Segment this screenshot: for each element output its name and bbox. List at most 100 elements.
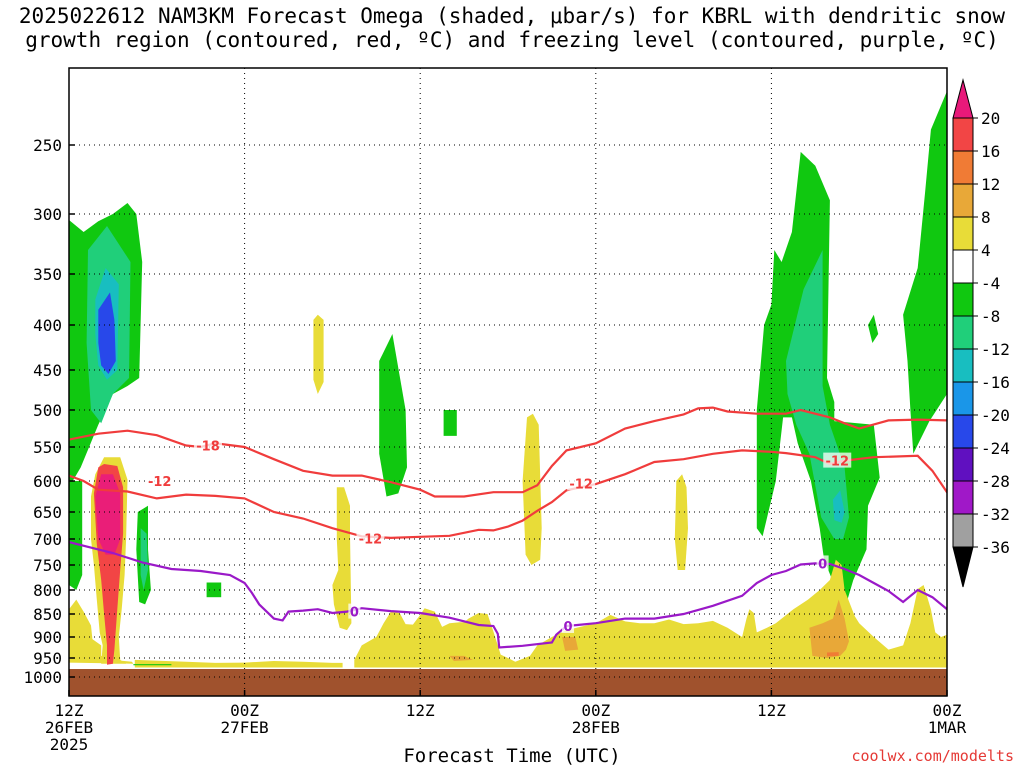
colorbar-label-8: -16	[981, 373, 1010, 392]
colorbar-bin-11	[952, 447, 974, 482]
colorbar-label-2: 12	[981, 175, 1000, 194]
omega-region-29	[827, 652, 839, 657]
contour-label-bg-5	[348, 603, 361, 619]
omega-shading	[69, 91, 947, 668]
x-axis-label: Forecast Time (UTC)	[403, 745, 621, 767]
omega-region-15	[868, 314, 879, 343]
omega-region-12	[832, 490, 845, 523]
contour-label-bg-1	[145, 473, 174, 488]
omega-region-6	[69, 481, 83, 590]
contour-label-1: -12	[148, 475, 172, 490]
y-tick-label-650: 650	[33, 503, 62, 522]
x-tick-label-0-0: 12Z	[55, 701, 84, 720]
contour-label-2: -12	[359, 532, 383, 547]
x-tick-label-12-1: 27FEB	[221, 718, 269, 737]
colorbar-bin-13	[952, 513, 974, 548]
plot-frame	[68, 67, 948, 697]
y-tick-label-800: 800	[33, 581, 62, 600]
colorbar-label-12: -32	[981, 505, 1010, 524]
colorbar-label-4: 4	[981, 241, 991, 260]
axes: 250 300 350 400 450 500 550 600 650 700 750 800 850 9…	[23, 136, 966, 754]
colorbar-label-13: -36	[981, 538, 1010, 557]
contour-label-7: 0	[818, 557, 827, 572]
omega-region-24	[134, 659, 343, 668]
colorbar-label-1: 16	[981, 142, 1000, 161]
omega-region-3	[98, 292, 116, 374]
contour-label-4: -12	[826, 455, 850, 470]
omega-region-13	[903, 91, 947, 454]
y-tick-label-250: 250	[33, 136, 62, 155]
colorbar-bin-2	[952, 150, 974, 185]
omega-region-18	[522, 413, 542, 565]
colorbar-bin-6	[952, 282, 974, 317]
contours: -18 -12 -12 -12 -12 0 0 0	[69, 406, 947, 649]
ground-surface	[69, 669, 947, 696]
colorbar: 20 16 12 8 4 -4 -8 -12 -16 -20 -24 -28 -32 -36	[952, 78, 1010, 588]
contour-label-bg-4	[823, 452, 852, 468]
colorbar-label-9: -20	[981, 406, 1010, 425]
x-tick-label-24-0: 12Z	[406, 701, 435, 720]
colorbar-label-0: 20	[981, 109, 1000, 128]
contour-label-0: -18	[196, 440, 220, 455]
y-tick-label-850: 850	[33, 605, 62, 624]
title-line-1: 2025022612 NAM3KM Forecast Omega (shaded…	[18, 4, 1006, 28]
y-tick-label-900: 900	[33, 628, 62, 647]
site-credit: coolwx.com/modelts	[851, 747, 1014, 765]
contour-label-bg-3	[567, 475, 596, 491]
colorbar-bin-1	[952, 117, 974, 152]
contour-label-bg-0	[194, 437, 223, 453]
y-tick-label-1000: 1000	[23, 668, 62, 687]
colorbar-label-7: -12	[981, 340, 1010, 359]
omega-region-20	[69, 599, 134, 664]
omega-region-25	[354, 559, 947, 668]
omega-region-7	[206, 582, 222, 598]
omega-region-27	[449, 655, 473, 661]
omega-region-30	[133, 664, 172, 666]
colorbar-label-6: -8	[981, 307, 1000, 326]
y-tick-label-950: 950	[33, 649, 62, 668]
x-tick-label-60-0: 00Z	[933, 701, 962, 720]
omega-region-17	[332, 487, 352, 631]
y-tick-label-750: 750	[33, 556, 62, 575]
omega-region-23	[95, 474, 121, 555]
y-tick-label-450: 450	[33, 361, 62, 380]
x-tick-label-36-0: 00Z	[581, 701, 610, 720]
contour-label-5: 0	[350, 606, 359, 621]
x-tick-label-0-1: 26FEB	[45, 718, 93, 737]
omega-region-9	[443, 410, 457, 436]
colorbar-bin-9	[952, 381, 974, 416]
colorbar-bin-12	[952, 480, 974, 515]
omega-region-16	[313, 314, 324, 394]
x-tick-label-60-1: 1MAR	[928, 718, 967, 737]
colorbar-bin-7	[952, 315, 974, 350]
omega-region-28	[562, 637, 579, 651]
colorbar-bin-8	[952, 348, 974, 383]
colorbar-label-3: 8	[981, 208, 991, 227]
colorbar-label-10: -24	[981, 439, 1010, 458]
y-tick-label-600: 600	[33, 472, 62, 491]
y-tick-label-550: 550	[33, 438, 62, 457]
omega-region-19	[674, 474, 688, 570]
colorbar-over-triangle	[952, 78, 974, 119]
y-tick-label-300: 300	[33, 205, 62, 224]
y-tick-label-350: 350	[33, 265, 62, 284]
contour-label-bg-2	[356, 530, 385, 546]
x-tick-label-36-1: 28FEB	[572, 718, 620, 737]
colorbar-bin-3	[952, 183, 974, 218]
contour-line-2	[69, 541, 947, 649]
y-tick-label-500: 500	[33, 401, 62, 420]
contour-label-bg-7	[816, 555, 829, 571]
y-tick-label-700: 700	[33, 530, 62, 549]
x-tick-label-12-0: 00Z	[230, 701, 259, 720]
contour-label-bg-6	[561, 617, 574, 633]
colorbar-bin-5	[952, 249, 974, 284]
colorbar-bin-4	[952, 216, 974, 251]
colorbar-label-5: -4	[981, 274, 1000, 293]
y-tick-label-400: 400	[33, 316, 62, 335]
chart-title: 2025022612 NAM3KM Forecast Omega (shaded…	[0, 4, 1024, 52]
omega-region-5	[140, 528, 148, 590]
title-line-2: growth region (contoured, red, ºC) and f…	[25, 28, 999, 52]
contour-label-6: 0	[563, 620, 572, 635]
colorbar-label-11: -28	[981, 472, 1010, 491]
